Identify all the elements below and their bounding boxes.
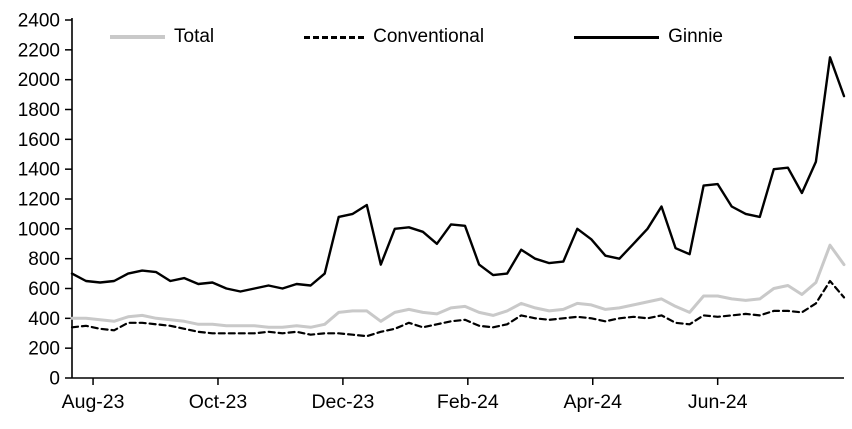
svg-text:800: 800 bbox=[28, 249, 60, 270]
svg-text:200: 200 bbox=[28, 339, 60, 360]
svg-text:Dec-23: Dec-23 bbox=[311, 391, 374, 413]
svg-text:0: 0 bbox=[49, 369, 60, 390]
svg-text:600: 600 bbox=[28, 279, 60, 300]
total-line-sample-icon bbox=[110, 35, 165, 39]
svg-text:2200: 2200 bbox=[18, 40, 60, 61]
legend-item-conventional: Conventional bbox=[304, 26, 484, 48]
legend-label-conventional: Conventional bbox=[373, 26, 485, 47]
svg-text:Feb-24: Feb-24 bbox=[437, 391, 499, 413]
svg-text:2400: 2400 bbox=[18, 11, 60, 32]
svg-text:400: 400 bbox=[28, 309, 60, 330]
legend-item-total: Total bbox=[110, 26, 214, 48]
svg-text:Oct-23: Oct-23 bbox=[189, 391, 248, 413]
legend-label-total: Total bbox=[174, 26, 215, 47]
ginnie-line-sample-icon bbox=[574, 35, 660, 39]
svg-text:Aug-23: Aug-23 bbox=[62, 391, 125, 413]
svg-text:1800: 1800 bbox=[18, 100, 60, 121]
svg-text:Jun-24: Jun-24 bbox=[688, 391, 748, 413]
chart-legend: Total Conventional Ginnie bbox=[110, 26, 723, 48]
svg-text:1400: 1400 bbox=[18, 160, 60, 181]
svg-text:Apr-24: Apr-24 bbox=[563, 391, 622, 413]
legend-item-ginnie: Ginnie bbox=[574, 26, 723, 48]
svg-text:1000: 1000 bbox=[18, 219, 60, 240]
svg-text:2000: 2000 bbox=[18, 70, 60, 91]
svg-text:1200: 1200 bbox=[18, 190, 60, 211]
legend-label-ginnie: Ginnie bbox=[668, 26, 723, 47]
svg-text:1600: 1600 bbox=[18, 130, 60, 151]
conventional-line-sample-icon bbox=[304, 35, 365, 39]
